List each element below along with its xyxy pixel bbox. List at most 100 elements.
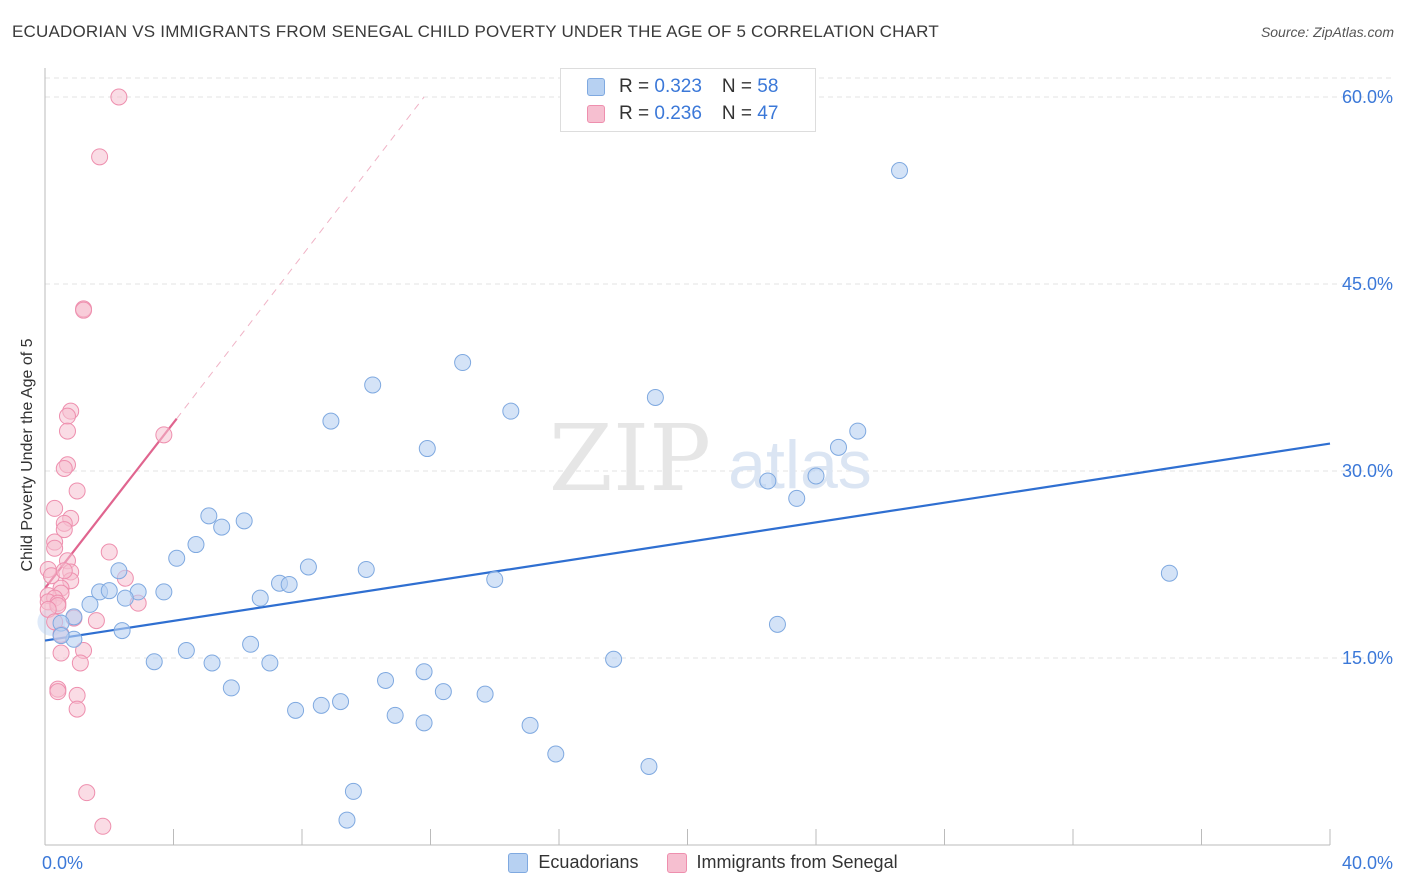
point-senegal: [49, 683, 67, 701]
point-ecuadorians: [891, 162, 909, 180]
point-ecuadorians: [768, 615, 786, 633]
y-tick-label: 30.0%: [1342, 461, 1393, 481]
point-ecuadorians: [1160, 564, 1178, 582]
legend-item-senegal: Immigrants from Senegal: [666, 852, 898, 873]
point-ecuadorians: [145, 653, 163, 671]
legend-r-label: R =: [619, 103, 655, 124]
point-senegal: [78, 784, 96, 802]
point-ecuadorians: [312, 696, 330, 714]
point-ecuadorians: [251, 589, 269, 607]
trend-lines: [44, 96, 1331, 642]
source-label: Source: ZipAtlas.com: [1260, 24, 1394, 40]
point-ecuadorians: [338, 811, 356, 829]
point-ecuadorians: [200, 507, 218, 525]
point-ecuadorians: [187, 536, 205, 554]
point-ecuadorians: [454, 354, 472, 372]
point-ecuadorians: [344, 782, 362, 800]
point-ecuadorians: [386, 706, 404, 724]
legend-swatch-pink: [587, 105, 605, 123]
legend-label-senegal: Immigrants from Senegal: [696, 852, 898, 872]
point-ecuadorians: [646, 388, 664, 406]
point-ecuadorians: [280, 575, 298, 593]
point-ecuadorians: [486, 570, 504, 588]
point-ecuadorians: [788, 489, 806, 507]
point-ecuadorians: [203, 654, 221, 672]
legend-r-label: R =: [619, 76, 655, 97]
watermark-zip: ZIP: [549, 405, 711, 512]
grid-lines: [45, 77, 1395, 659]
chart-title: ECUADORIAN VS IMMIGRANTS FROM SENEGAL CH…: [12, 22, 939, 41]
point-senegal: [68, 700, 86, 718]
point-ecuadorians: [222, 679, 240, 697]
point-ecuadorians: [81, 595, 99, 613]
legend-row-senegal: R = 0.236 N = 47: [587, 102, 778, 126]
y-tick-label: 45.0%: [1342, 274, 1393, 294]
data-points: [37, 88, 1178, 835]
point-ecuadorians: [299, 558, 317, 576]
x-tick-label-start: 0.0%: [42, 853, 83, 873]
point-ecuadorians: [116, 589, 134, 607]
point-ecuadorians: [759, 472, 777, 490]
series-legend: Ecuadorians Immigrants from Senegal: [0, 852, 1406, 873]
point-senegal: [55, 460, 73, 478]
correlation-legend: R = 0.323 N = 58 R = 0.236 N = 47: [560, 68, 816, 132]
legend-swatch-blue: [587, 78, 605, 96]
point-ecuadorians: [377, 671, 395, 689]
legend-label-ecuadorians: Ecuadorians: [538, 852, 639, 872]
point-senegal: [87, 612, 105, 630]
legend-r-value: 0.236: [654, 103, 702, 124]
trend-line-senegal-extension: [176, 96, 425, 419]
legend-swatch-blue: [508, 852, 529, 873]
y-tick-label: 60.0%: [1342, 87, 1393, 107]
point-senegal: [94, 817, 112, 835]
point-ecuadorians: [242, 635, 260, 653]
point-ecuadorians: [849, 422, 867, 440]
point-ecuadorians: [829, 438, 847, 456]
tick-labels: 15.0% 30.0% 45.0% 60.0% 0.0% 40.0%: [42, 87, 1393, 873]
point-ecuadorians: [605, 650, 623, 668]
y-tick-label: 15.0%: [1342, 648, 1393, 668]
point-senegal: [58, 407, 76, 425]
legend-swatch-pink: [666, 852, 687, 873]
point-ecuadorians: [113, 622, 131, 640]
legend-row-ecuadorians: R = 0.323 N = 58: [587, 75, 778, 99]
point-ecuadorians: [52, 627, 70, 645]
point-ecuadorians: [640, 757, 658, 775]
legend-item-ecuadorians: Ecuadorians: [508, 852, 639, 873]
legend-n-value: 47: [757, 103, 779, 124]
point-senegal: [55, 521, 73, 539]
point-ecuadorians: [110, 562, 128, 580]
legend-n-label: N =: [721, 103, 758, 124]
point-ecuadorians: [502, 402, 520, 420]
point-ecuadorians: [322, 412, 340, 430]
point-ecuadorians: [235, 512, 253, 530]
point-ecuadorians: [364, 376, 382, 394]
point-ecuadorians: [155, 583, 173, 601]
point-senegal: [68, 482, 86, 500]
point-ecuadorians: [807, 467, 825, 485]
point-ecuadorians: [521, 716, 539, 734]
point-senegal: [155, 426, 173, 444]
point-ecuadorians: [547, 745, 565, 763]
point-senegal: [52, 644, 70, 662]
legend-r-value: 0.323: [654, 76, 702, 97]
point-ecuadorians: [357, 560, 375, 578]
watermark: ZIP atlas: [549, 405, 872, 512]
point-senegal: [46, 539, 64, 557]
point-ecuadorians: [415, 714, 433, 732]
point-ecuadorians: [287, 701, 305, 719]
point-senegal: [46, 499, 64, 517]
point-senegal: [71, 654, 89, 672]
point-ecuadorians: [476, 685, 494, 703]
point-senegal: [110, 88, 128, 106]
point-ecuadorians: [415, 663, 433, 681]
point-ecuadorians: [168, 549, 186, 567]
point-ecuadorians: [177, 642, 195, 660]
trend-line-ecuadorians: [44, 442, 1331, 642]
point-ecuadorians: [332, 693, 350, 711]
watermark-atlas: atlas: [728, 427, 872, 503]
axes: [44, 68, 1331, 846]
legend-n-label: N =: [721, 76, 758, 97]
x-tick-label-end: 40.0%: [1342, 853, 1393, 873]
